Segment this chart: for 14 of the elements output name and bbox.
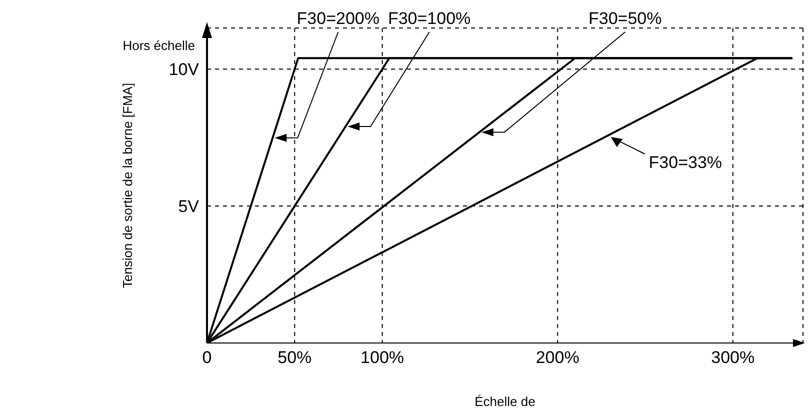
x-tick-label: 0 — [202, 348, 212, 368]
y-tick-label: 5V — [178, 197, 200, 216]
x-tick-label: 300% — [711, 348, 755, 368]
text: Hors échelle — [122, 38, 195, 54]
x-axis-title: Échelle de — [474, 394, 536, 408]
y-tick-label: 10V — [168, 60, 200, 80]
x-tick-label: 200% — [536, 348, 580, 368]
series-label: F30=100% — [388, 9, 471, 28]
y-axis-title: Tension de sortie de la borne [FMA] — [120, 82, 135, 288]
series-label: F30=200% — [296, 9, 380, 28]
series-label: F30=50% — [588, 9, 662, 28]
x-tick-label: 100% — [360, 348, 404, 368]
text: F30=33% — [648, 153, 722, 172]
x-tick-label: 50% — [278, 348, 312, 368]
